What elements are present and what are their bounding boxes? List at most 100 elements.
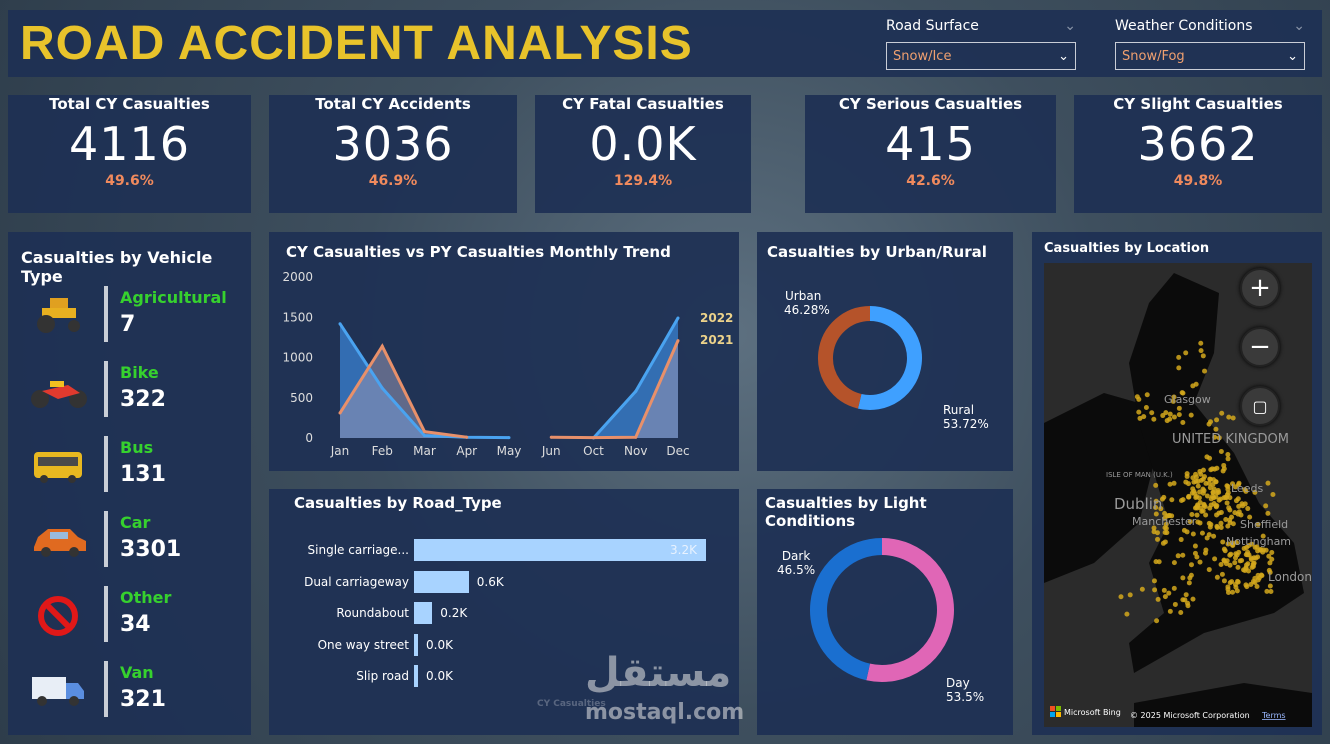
casualty-dot[interactable]	[1250, 563, 1256, 569]
casualty-dot[interactable]	[1254, 583, 1260, 589]
casualty-dot[interactable]	[1196, 495, 1202, 501]
casualty-dot[interactable]	[1180, 552, 1186, 558]
casualty-dot[interactable]	[1153, 482, 1159, 488]
data-point[interactable]	[676, 339, 680, 343]
casualty-dot[interactable]	[1172, 601, 1178, 607]
casualty-dot[interactable]	[1218, 524, 1224, 530]
zoom-in-button[interactable]: +	[1240, 268, 1280, 308]
casualty-dot[interactable]	[1213, 479, 1219, 485]
casualty-dot[interactable]	[1213, 426, 1219, 432]
casualty-dot[interactable]	[1216, 489, 1222, 495]
casualty-dot[interactable]	[1190, 475, 1196, 481]
casualty-dot[interactable]	[1184, 529, 1190, 535]
casualty-dot[interactable]	[1218, 520, 1224, 526]
casualty-dot[interactable]	[1193, 494, 1199, 500]
casualty-dot[interactable]	[1183, 350, 1189, 356]
data-point[interactable]	[592, 436, 595, 440]
casualty-dot[interactable]	[1195, 483, 1201, 489]
casualty-dot[interactable]	[1197, 520, 1203, 526]
casualty-dot[interactable]	[1167, 481, 1173, 487]
casualty-dot[interactable]	[1197, 559, 1203, 565]
chevron-down-icon[interactable]: ⌄	[1293, 18, 1305, 34]
casualty-dot[interactable]	[1194, 512, 1200, 518]
casualty-dot[interactable]	[1236, 481, 1242, 487]
casualty-dot[interactable]	[1225, 456, 1231, 462]
casualty-dot[interactable]	[1155, 596, 1161, 602]
data-point[interactable]	[465, 435, 469, 439]
casualty-dot[interactable]	[1203, 512, 1209, 518]
data-point[interactable]	[338, 411, 342, 415]
casualty-dot[interactable]	[1167, 513, 1173, 519]
casualty-dot[interactable]	[1178, 609, 1184, 615]
casualty-dot[interactable]	[1193, 381, 1199, 387]
casualty-dot[interactable]	[1124, 611, 1130, 617]
casualty-dot[interactable]	[1186, 580, 1192, 586]
casualty-dot[interactable]	[1226, 505, 1232, 511]
casualty-dot[interactable]	[1183, 592, 1189, 598]
casualty-dot[interactable]	[1164, 418, 1170, 424]
casualty-dot[interactable]	[1267, 583, 1273, 589]
casualty-dot[interactable]	[1199, 530, 1205, 536]
casualty-dot[interactable]	[1171, 480, 1177, 486]
vehicle-item-agricultural[interactable]: Agricultural 7	[28, 286, 248, 342]
casualty-dot[interactable]	[1162, 594, 1168, 600]
casualty-dot[interactable]	[1175, 553, 1181, 559]
casualty-dot[interactable]	[1221, 546, 1227, 552]
casualty-dot[interactable]	[1197, 489, 1203, 495]
casualty-dot[interactable]	[1151, 525, 1157, 531]
casualty-dot[interactable]	[1225, 541, 1231, 547]
casualty-dot[interactable]	[1201, 502, 1207, 508]
slice-day[interactable]	[866, 538, 954, 682]
casualty-dot[interactable]	[1216, 435, 1222, 441]
casualty-dot[interactable]	[1192, 550, 1198, 556]
casualty-dot[interactable]	[1151, 578, 1157, 584]
casualty-dot[interactable]	[1190, 531, 1196, 537]
casualty-dot[interactable]	[1238, 512, 1244, 518]
casualty-dot[interactable]	[1210, 489, 1216, 495]
casualty-dot[interactable]	[1216, 497, 1222, 503]
casualty-dot[interactable]	[1255, 521, 1261, 527]
casualty-dot[interactable]	[1267, 560, 1273, 566]
casualty-dot[interactable]	[1228, 551, 1234, 557]
casualty-dot[interactable]	[1159, 496, 1165, 502]
casualty-dot[interactable]	[1169, 497, 1175, 503]
casualty-dot[interactable]	[1214, 465, 1220, 471]
casualty-dot[interactable]	[1180, 420, 1186, 426]
casualty-dot[interactable]	[1190, 486, 1196, 492]
casualty-dot[interactable]	[1267, 569, 1273, 575]
casualty-dot[interactable]	[1214, 525, 1220, 531]
casualty-dot[interactable]	[1202, 550, 1208, 556]
data-point[interactable]	[423, 430, 426, 434]
casualty-dot[interactable]	[1136, 396, 1142, 402]
casualty-dot[interactable]	[1180, 497, 1186, 503]
casualty-dot[interactable]	[1211, 533, 1217, 539]
casualty-dot[interactable]	[1244, 584, 1250, 590]
casualty-dot[interactable]	[1170, 398, 1176, 404]
casualty-dot[interactable]	[1268, 588, 1274, 594]
casualty-dot[interactable]	[1256, 575, 1262, 581]
weather-dropdown[interactable]: Snow/Fog ⌄	[1115, 42, 1305, 70]
bar[interactable]	[414, 665, 418, 687]
casualty-dot[interactable]	[1204, 493, 1210, 499]
casualty-dot[interactable]	[1156, 559, 1162, 565]
casualty-dot[interactable]	[1265, 510, 1271, 516]
casualty-dot[interactable]	[1189, 511, 1195, 517]
casualty-dot[interactable]	[1223, 516, 1229, 522]
casualty-dot[interactable]	[1243, 488, 1249, 494]
select-area-button[interactable]: ▢	[1240, 386, 1280, 426]
casualty-dot[interactable]	[1247, 514, 1253, 520]
casualty-dot[interactable]	[1234, 588, 1240, 594]
casualty-dot[interactable]	[1233, 539, 1239, 545]
casualty-dot[interactable]	[1192, 543, 1198, 549]
casualty-dot[interactable]	[1257, 547, 1263, 553]
casualty-dot[interactable]	[1212, 434, 1218, 440]
casualty-dot[interactable]	[1265, 480, 1271, 486]
casualty-dot[interactable]	[1200, 353, 1206, 359]
casualty-dot[interactable]	[1198, 340, 1204, 346]
casualty-dot[interactable]	[1270, 491, 1276, 497]
data-point[interactable]	[634, 389, 638, 393]
casualty-dot[interactable]	[1153, 505, 1159, 511]
casualty-dot[interactable]	[1225, 486, 1231, 492]
casualty-dot[interactable]	[1241, 567, 1247, 573]
road-surface-dropdown[interactable]: Snow/Ice ⌄	[886, 42, 1076, 70]
